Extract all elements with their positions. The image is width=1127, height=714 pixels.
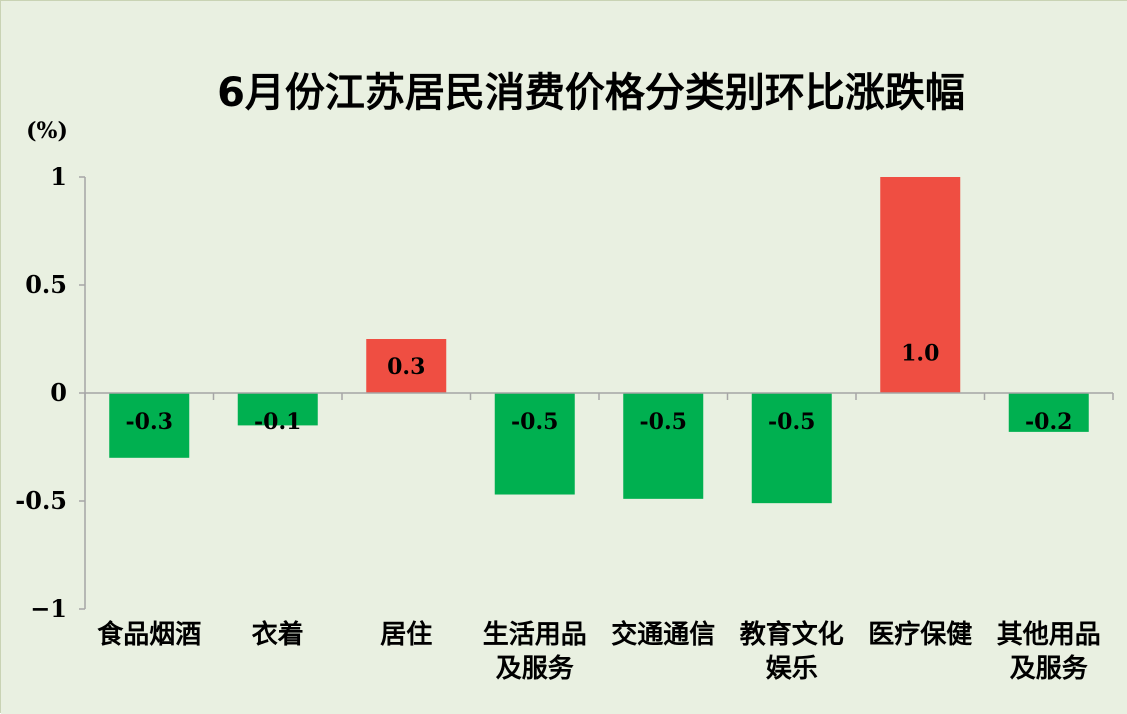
data-label: -0.3 [126, 409, 173, 435]
x-tick-label-line: 交通通信 [611, 619, 715, 650]
x-tick-label: 居住 [380, 619, 432, 650]
bar [494, 393, 575, 495]
y-tick-label: 0.5 [25, 270, 67, 299]
x-tick-label: 教育文化娱乐 [740, 619, 844, 684]
bar [751, 393, 832, 504]
y-tick-label: −1 [30, 594, 67, 623]
bar [237, 393, 318, 426]
x-tick-label: 医疗保健 [868, 619, 972, 650]
x-tick-label-line: 教育文化 [740, 619, 844, 650]
data-label: 0.3 [387, 354, 425, 380]
y-tick-label: -0.5 [15, 486, 67, 515]
data-label: -0.1 [254, 409, 301, 435]
y-tick-label: 0 [50, 378, 67, 407]
y-axis-unit: (%) [26, 118, 68, 144]
x-tick-label-line: 生活用品 [483, 620, 587, 650]
x-tick-label: 生活用品及服务 [483, 620, 587, 684]
x-tick-label: 衣着 [252, 619, 304, 650]
data-label: -0.5 [511, 409, 558, 435]
data-label: -0.5 [640, 409, 687, 435]
chart-title: 6月份江苏居民消费价格分类别环比涨跌幅 [217, 70, 965, 116]
x-tick-label: 其他用品及服务 [997, 620, 1101, 684]
bar [109, 393, 190, 458]
x-tick-label-line: 娱乐 [766, 654, 818, 684]
x-tick-label: 食品烟酒 [97, 619, 201, 650]
bar [1008, 393, 1089, 432]
x-tick-label-line: 衣着 [252, 619, 304, 650]
x-tick-label-line: 及服务 [1010, 654, 1088, 684]
data-label: 1.0 [901, 341, 939, 367]
x-tick-label-line: 其他用品 [997, 620, 1101, 650]
y-tick-label: 1 [50, 162, 67, 191]
x-tick-label: 交通通信 [611, 619, 715, 650]
x-tick-label-line: 医疗保健 [868, 619, 972, 650]
bar [366, 339, 447, 393]
x-tick-label-line: 食品烟酒 [97, 619, 201, 650]
data-label: -0.5 [768, 409, 815, 435]
bar [623, 393, 704, 499]
x-tick-label-line: 及服务 [496, 654, 574, 684]
x-tick-label-line: 居住 [380, 619, 432, 650]
bar [880, 177, 961, 393]
data-label: -0.2 [1025, 409, 1072, 435]
